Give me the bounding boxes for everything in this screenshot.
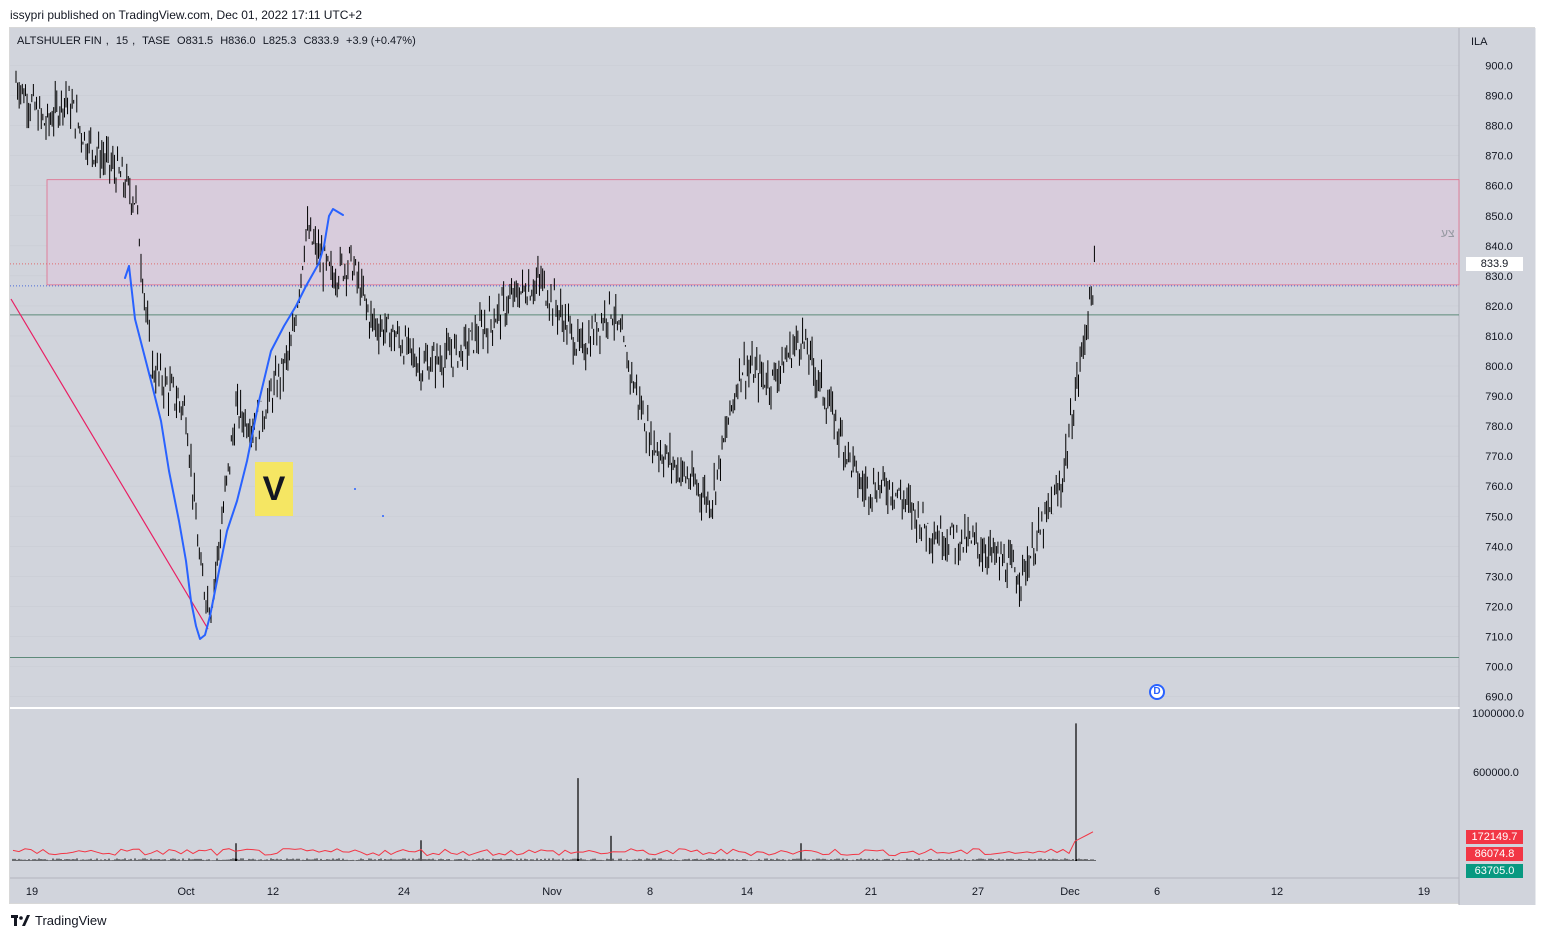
price-tick-label: 740.0 — [1485, 541, 1513, 553]
tradingview-footer[interactable]: TradingView — [11, 913, 107, 928]
price-tick-label: 790.0 — [1485, 391, 1513, 403]
volume-tick-label: 1000000.0 — [1472, 708, 1524, 720]
volume-label-3: 63705.0 — [1466, 864, 1523, 878]
price-tick-label: 690.0 — [1485, 692, 1513, 704]
hebrew-label: צע — [1441, 226, 1455, 240]
time-tick-label: 24 — [398, 886, 410, 898]
resistance-zone[interactable] — [46, 179, 1460, 286]
price-tick-label: 840.0 — [1485, 241, 1513, 253]
price-tick-label: 780.0 — [1485, 421, 1513, 433]
price-tick-label: 710.0 — [1485, 631, 1513, 643]
symbol-interval: 15 — [115, 35, 129, 47]
last-price-label: 833.9 — [1466, 257, 1523, 271]
tradingview-brand: TradingView — [35, 913, 107, 928]
price-axis-panel — [1459, 28, 1536, 905]
volume-ma-line — [12, 831, 1094, 857]
price-tick-label: 850.0 — [1485, 211, 1513, 223]
price-tick-label: 900.0 — [1485, 61, 1513, 73]
symbol-name[interactable]: ALTSHULER FIN — [17, 35, 102, 47]
chart-frame[interactable]: 900.0 890.0 880.0 870.0 860.0 850.0 840.0 830.0… — [9, 27, 1536, 905]
price-tick-label: 870.0 — [1485, 151, 1513, 163]
v-annotation-label[interactable]: V — [255, 462, 293, 516]
price-tick-label: 750.0 — [1485, 511, 1513, 523]
price-tick-label: 720.0 — [1485, 601, 1513, 613]
currency-label: ILA — [1471, 36, 1488, 48]
volume-tick-label: 600000.0 — [1473, 767, 1519, 779]
time-tick-label: 19 — [26, 886, 38, 898]
time-tick-label: 19 — [1418, 886, 1430, 898]
publish-info: issypri published on TradingView.com, De… — [10, 8, 363, 22]
price-tick-label: 820.0 — [1485, 301, 1513, 313]
symbol-legend: ALTSHULER FIN, 15, TASE O831.5 H836.0 L8… — [17, 35, 416, 47]
volume-label-1: 172149.7 — [1466, 830, 1523, 844]
stray-point — [354, 488, 356, 490]
ohlc-change: +3.9 (+0.47%) — [346, 35, 416, 47]
time-tick-label: Nov — [542, 886, 562, 898]
ohlc-close: C833.9 — [303, 35, 339, 47]
time-tick-label: Dec — [1060, 886, 1080, 898]
time-tick-label: 8 — [647, 886, 653, 898]
time-tick-label: 21 — [865, 886, 877, 898]
price-tick-label: 810.0 — [1485, 331, 1513, 343]
ohlc-low: L825.3 — [262, 35, 297, 47]
ohlc-open: O831.5 — [177, 35, 214, 47]
price-tick-label: 770.0 — [1485, 451, 1513, 463]
symbol-exchange: TASE — [142, 35, 170, 47]
price-tick-label: 890.0 — [1485, 91, 1513, 103]
chart-canvas[interactable]: 900.0 890.0 880.0 870.0 860.0 850.0 840.0 830.0… — [10, 28, 1536, 905]
time-tick-label: 14 — [741, 886, 753, 898]
trend-line[interactable] — [10, 298, 209, 630]
time-tick-label: 6 — [1154, 886, 1160, 898]
tradingview-logo-icon — [11, 914, 30, 926]
time-tick-label: 12 — [1271, 886, 1283, 898]
time-tick-label: 12 — [267, 886, 279, 898]
dividend-marker[interactable]: D — [1149, 684, 1165, 700]
price-tick-label: 860.0 — [1485, 181, 1513, 193]
volume-label-2: 86074.8 — [1466, 847, 1523, 861]
price-tick-label: 700.0 — [1485, 662, 1513, 674]
stray-point — [382, 515, 384, 517]
price-tick-label: 830.0 — [1485, 271, 1513, 283]
price-tick-label: 730.0 — [1485, 571, 1513, 583]
price-tick-label: 760.0 — [1485, 481, 1513, 493]
ohlc-high: H836.0 — [220, 35, 256, 47]
price-tick-label: 880.0 — [1485, 121, 1513, 133]
v-sketch-line[interactable] — [124, 208, 344, 640]
price-tick-label: 800.0 — [1485, 361, 1513, 373]
time-tick-label: 27 — [972, 886, 984, 898]
time-tick-label: Oct — [177, 886, 194, 898]
